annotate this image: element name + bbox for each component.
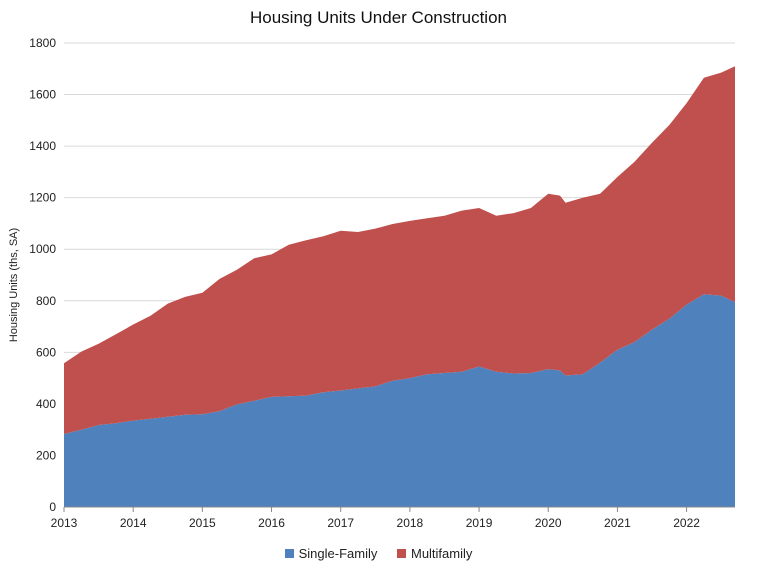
axes (63, 506, 735, 512)
legend-swatch (396, 549, 406, 558)
area-multifamily (64, 66, 735, 434)
y-tick-label: 1800 (29, 36, 56, 50)
y-tick-label: 1000 (29, 242, 56, 256)
y-tick-label: 800 (36, 294, 56, 308)
area-single-family (64, 294, 735, 507)
legend-item-multifamily: Multifamily (396, 546, 472, 561)
y-tick-label: 600 (36, 345, 56, 359)
x-tick-label: 2020 (535, 516, 562, 530)
x-tick-label: 2016 (258, 516, 285, 530)
x-tick-label: 2015 (189, 516, 216, 530)
x-tick-labels: 2013 2014 2015 2016 2017 2018 2019 2020 2021 2022 (51, 516, 701, 530)
x-tick-label: 2014 (120, 516, 147, 530)
y-tick-label: 1200 (29, 191, 56, 205)
y-tick-label: 200 (36, 448, 56, 462)
legend-swatch (284, 549, 294, 558)
y-tick-label: 1600 (29, 88, 56, 102)
x-tick-label: 2019 (466, 516, 493, 530)
x-tick-label: 2013 (51, 516, 78, 530)
y-tick-labels: 0 200 400 600 800 1000 1200 1400 1600 1800 (29, 36, 56, 514)
x-tick-label: 2022 (673, 516, 700, 530)
x-tick-label: 2017 (327, 516, 354, 530)
legend: Single-Family Multifamily (0, 546, 757, 561)
y-tick-label: 0 (49, 500, 56, 514)
x-tick-label: 2018 (397, 516, 424, 530)
area-series (64, 66, 735, 507)
chart-title: Housing Units Under Construction (249, 8, 507, 27)
legend-item-single-family: Single-Family (284, 546, 377, 561)
x-tick-label: 2021 (604, 516, 631, 530)
y-tick-label: 400 (36, 397, 56, 411)
y-tick-label: 1400 (29, 139, 56, 153)
